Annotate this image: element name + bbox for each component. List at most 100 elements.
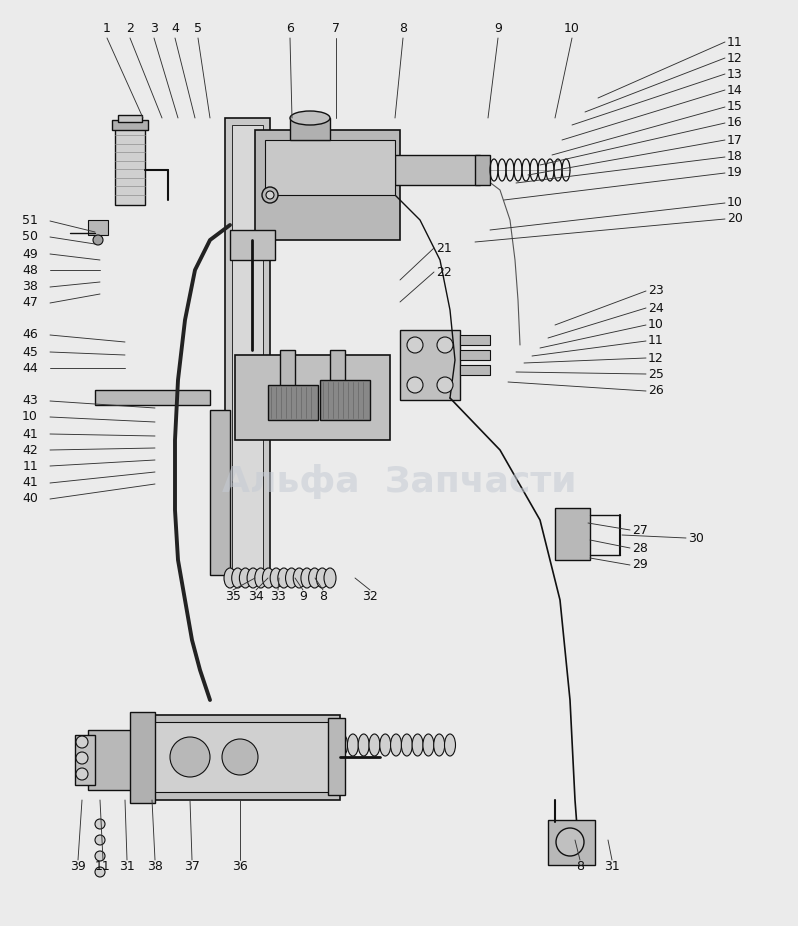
Polygon shape <box>460 335 490 345</box>
Ellipse shape <box>278 568 290 588</box>
Text: 38: 38 <box>22 281 38 294</box>
Ellipse shape <box>315 734 326 756</box>
Text: 26: 26 <box>648 384 664 397</box>
Ellipse shape <box>239 568 251 588</box>
Ellipse shape <box>326 734 337 756</box>
Text: 29: 29 <box>632 558 648 571</box>
Polygon shape <box>112 120 148 130</box>
Ellipse shape <box>286 568 298 588</box>
Text: 7: 7 <box>332 21 340 34</box>
Text: 5: 5 <box>194 21 202 34</box>
Text: 13: 13 <box>727 68 743 81</box>
Polygon shape <box>95 390 210 405</box>
Ellipse shape <box>304 734 315 756</box>
Polygon shape <box>395 155 480 185</box>
Circle shape <box>262 187 278 203</box>
Polygon shape <box>88 730 135 790</box>
Polygon shape <box>75 735 95 785</box>
Circle shape <box>407 337 423 353</box>
Circle shape <box>95 835 105 845</box>
Circle shape <box>437 337 453 353</box>
Text: 31: 31 <box>119 860 135 873</box>
Circle shape <box>407 377 423 393</box>
Polygon shape <box>118 115 142 122</box>
Circle shape <box>76 768 88 780</box>
Ellipse shape <box>263 568 275 588</box>
Ellipse shape <box>337 734 348 756</box>
Text: 40: 40 <box>22 493 38 506</box>
Text: 4: 4 <box>171 21 179 34</box>
Text: 45: 45 <box>22 345 38 358</box>
Text: 42: 42 <box>22 444 38 457</box>
Ellipse shape <box>380 734 391 756</box>
Polygon shape <box>130 712 155 803</box>
Ellipse shape <box>390 734 401 756</box>
Polygon shape <box>330 350 345 383</box>
Polygon shape <box>148 722 332 792</box>
Polygon shape <box>328 718 345 795</box>
Ellipse shape <box>251 734 261 756</box>
Ellipse shape <box>290 111 330 125</box>
Text: 49: 49 <box>22 247 38 260</box>
Text: 27: 27 <box>632 523 648 536</box>
Text: 30: 30 <box>688 532 704 544</box>
Ellipse shape <box>255 568 267 588</box>
Polygon shape <box>140 715 340 800</box>
Ellipse shape <box>347 734 358 756</box>
Ellipse shape <box>309 568 321 588</box>
Text: 1: 1 <box>103 21 111 34</box>
Ellipse shape <box>261 734 272 756</box>
Text: 38: 38 <box>147 860 163 873</box>
Text: 17: 17 <box>727 133 743 146</box>
Ellipse shape <box>294 734 305 756</box>
Text: 23: 23 <box>648 284 664 297</box>
Ellipse shape <box>239 734 251 756</box>
Polygon shape <box>400 330 460 400</box>
Text: 10: 10 <box>564 21 580 34</box>
Ellipse shape <box>272 734 282 756</box>
Text: 36: 36 <box>232 860 248 873</box>
Text: 11: 11 <box>648 334 664 347</box>
Polygon shape <box>232 125 263 575</box>
Circle shape <box>95 867 105 877</box>
Text: 12: 12 <box>727 52 743 65</box>
Text: 9: 9 <box>299 590 307 603</box>
Circle shape <box>437 377 453 393</box>
Text: 9: 9 <box>494 21 502 34</box>
Polygon shape <box>460 350 490 360</box>
Text: 33: 33 <box>271 590 286 603</box>
Ellipse shape <box>247 568 259 588</box>
Ellipse shape <box>412 734 423 756</box>
Text: 8: 8 <box>576 860 584 873</box>
Polygon shape <box>475 155 490 185</box>
Text: 39: 39 <box>70 860 86 873</box>
Text: 25: 25 <box>648 368 664 381</box>
Ellipse shape <box>423 734 434 756</box>
Polygon shape <box>280 350 295 388</box>
Polygon shape <box>460 365 490 375</box>
Ellipse shape <box>282 734 294 756</box>
Text: 11: 11 <box>95 860 111 873</box>
Text: 32: 32 <box>362 590 378 603</box>
Polygon shape <box>290 118 330 140</box>
Ellipse shape <box>224 568 236 588</box>
Text: 22: 22 <box>436 266 452 279</box>
Ellipse shape <box>444 734 456 756</box>
Ellipse shape <box>358 734 369 756</box>
Text: 19: 19 <box>727 167 743 180</box>
Text: 48: 48 <box>22 264 38 277</box>
Text: 31: 31 <box>604 860 620 873</box>
Text: 51: 51 <box>22 215 38 228</box>
Ellipse shape <box>293 568 305 588</box>
Polygon shape <box>255 130 400 240</box>
Circle shape <box>76 736 88 748</box>
Circle shape <box>222 739 258 775</box>
Polygon shape <box>230 230 275 260</box>
Polygon shape <box>548 820 595 865</box>
Text: 41: 41 <box>22 428 38 441</box>
Ellipse shape <box>433 734 444 756</box>
Circle shape <box>266 191 274 199</box>
Text: 10: 10 <box>727 196 743 209</box>
Polygon shape <box>268 385 318 420</box>
Text: 2: 2 <box>126 21 134 34</box>
